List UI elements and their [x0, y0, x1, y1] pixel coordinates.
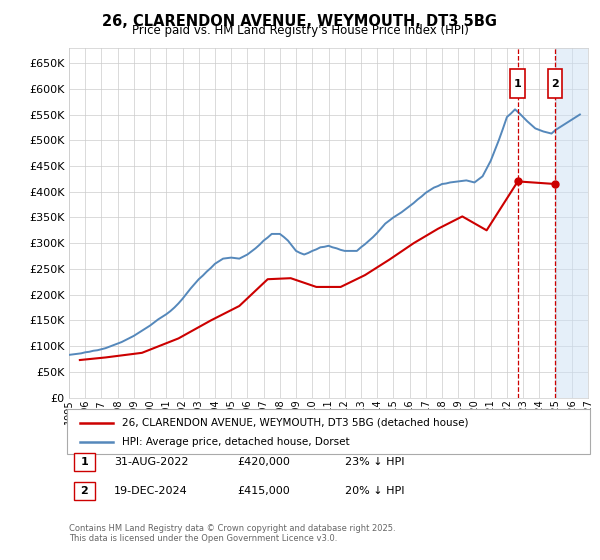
Text: 26, CLARENDON AVENUE, WEYMOUTH, DT3 5BG: 26, CLARENDON AVENUE, WEYMOUTH, DT3 5BG [103, 14, 497, 29]
Bar [511, 69, 525, 98]
Bar [555, 48, 588, 398]
Text: 26, CLARENDON AVENUE, WEYMOUTH, DT3 5BG (detached house): 26, CLARENDON AVENUE, WEYMOUTH, DT3 5BG … [122, 418, 469, 428]
Text: 1: 1 [80, 457, 88, 467]
Text: £415,000: £415,000 [237, 486, 290, 496]
Text: 23% ↓ HPI: 23% ↓ HPI [345, 457, 404, 467]
Text: 1: 1 [514, 78, 521, 88]
Text: 2: 2 [551, 78, 559, 88]
Text: 20% ↓ HPI: 20% ↓ HPI [345, 486, 404, 496]
Text: 31-AUG-2022: 31-AUG-2022 [114, 457, 188, 467]
Text: 2: 2 [80, 486, 88, 496]
Text: Price paid vs. HM Land Registry's House Price Index (HPI): Price paid vs. HM Land Registry's House … [131, 24, 469, 37]
Text: £420,000: £420,000 [237, 457, 290, 467]
Text: Contains HM Land Registry data © Crown copyright and database right 2025.
This d: Contains HM Land Registry data © Crown c… [69, 524, 395, 543]
Text: HPI: Average price, detached house, Dorset: HPI: Average price, detached house, Dors… [122, 437, 349, 447]
Bar [548, 69, 562, 98]
Text: 19-DEC-2024: 19-DEC-2024 [114, 486, 188, 496]
